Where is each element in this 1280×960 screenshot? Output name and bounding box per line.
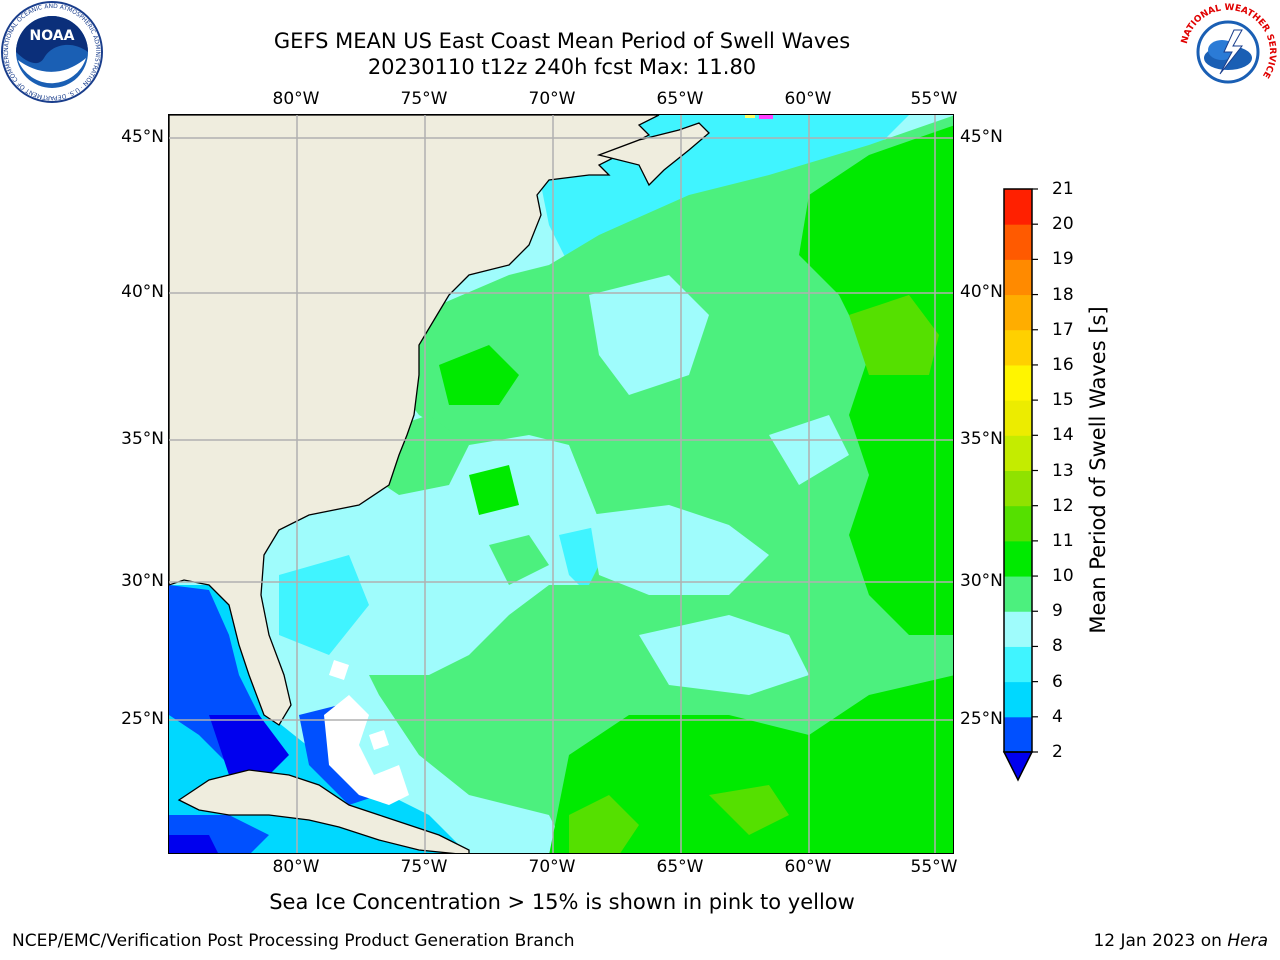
colorbar-tick-label: 6 <box>1052 671 1063 692</box>
nws-logo: NATIONAL WEATHER SERVICE <box>1178 2 1278 102</box>
footer-org: NCEP/EMC/Verification Post Processing Pr… <box>12 931 575 951</box>
us-landmass <box>169 115 660 726</box>
lon-label-top: 75°W <box>400 89 448 109</box>
colorbar-segment <box>1004 435 1032 471</box>
map-frame <box>168 114 954 854</box>
colorbar-tick-label: 14 <box>1052 425 1074 446</box>
sea-ice-patch <box>745 115 755 118</box>
colorbar-segment <box>1004 329 1032 366</box>
colorbar-segment <box>1004 470 1032 507</box>
lat-label-left: 30°N <box>121 571 164 591</box>
lon-label-top: 60°W <box>784 89 832 109</box>
colorbar-tick-label: 17 <box>1052 319 1074 340</box>
colorbar-segment <box>1004 224 1032 260</box>
colorbar-segment <box>1004 364 1032 401</box>
lat-label-right: 30°N <box>960 571 1003 591</box>
colorbar <box>1002 188 1038 782</box>
lat-label-right: 45°N <box>960 127 1003 147</box>
colorbar-label: Mean Period of Swell Waves [s] <box>1086 306 1110 634</box>
colorbar-segment <box>1004 576 1032 612</box>
lon-label-bottom: 80°W <box>272 857 320 877</box>
map-title: GEFS MEAN US East Coast Mean Period of S… <box>273 29 851 53</box>
colorbar-tick-label: 8 <box>1052 636 1063 657</box>
lon-label-top: 65°W <box>656 89 704 109</box>
colorbar-tick-label: 2 <box>1052 742 1063 762</box>
bahamas-banks <box>324 660 409 805</box>
lon-label-top: 55°W <box>910 89 958 109</box>
colorbar-tick-label: 13 <box>1052 460 1074 481</box>
lat-label-left: 35°N <box>121 429 164 449</box>
lat-label-left: 45°N <box>121 127 164 147</box>
lon-label-bottom: 65°W <box>656 857 704 877</box>
cuba-landmass <box>177 769 470 853</box>
colorbar-segment <box>1004 646 1032 683</box>
colorbar-tick-label: 21 <box>1052 179 1074 199</box>
colorbar-tick-label: 12 <box>1052 495 1074 516</box>
lon-label-bottom: 75°W <box>400 857 448 877</box>
colorbar-tick-label: 18 <box>1052 284 1074 305</box>
colorbar-segment <box>1004 259 1032 296</box>
colorbar-segment <box>1004 189 1032 225</box>
colorbar-tick-label: 9 <box>1052 601 1063 622</box>
lat-label-left: 40°N <box>121 282 164 302</box>
map-subtitle: 20230110 t12z 240h fcst Max: 11.80 <box>367 55 757 79</box>
noaa-logo: NATIONAL OCEANIC AND ATMOSPHERIC ADMINIS… <box>0 0 103 103</box>
colorbar-segment <box>1004 611 1032 647</box>
sea-ice-note: Sea Ice Concentration > 15% is shown in … <box>269 890 855 914</box>
colorbar-under-arrow <box>1002 751 1034 782</box>
footer-date: 12 Jan 2023 on Hera <box>1093 931 1268 951</box>
lon-label-bottom: 60°W <box>784 857 832 877</box>
lon-label-bottom: 55°W <box>910 857 958 877</box>
colorbar-tick-label: 11 <box>1052 530 1074 551</box>
colorbar-segment <box>1004 505 1032 542</box>
colorbar-segment <box>1004 400 1032 436</box>
swell-period-map <box>169 115 953 853</box>
lon-label-top: 80°W <box>272 89 320 109</box>
colorbar-tick-label: 4 <box>1052 706 1063 727</box>
lon-label-top: 70°W <box>528 89 576 109</box>
colorbar-tick-label: 19 <box>1052 249 1074 270</box>
lat-label-right: 25°N <box>960 709 1003 729</box>
lat-label-right: 40°N <box>960 282 1003 302</box>
colorbar-segment <box>1004 294 1032 331</box>
colorbar-tick-label: 10 <box>1052 566 1074 587</box>
period-11-12-region <box>569 295 939 853</box>
footer-machine: Hera <box>1227 931 1268 951</box>
svg-text:NOAA: NOAA <box>30 28 75 44</box>
colorbar-tick-label: 20 <box>1052 214 1074 235</box>
colorbar-tick-label: 16 <box>1052 354 1074 375</box>
colorbar-segment <box>1004 681 1032 718</box>
colorbar-segment <box>1004 540 1032 577</box>
footer-date-text: 12 Jan 2023 on <box>1093 931 1222 951</box>
colorbar-tick-label: 15 <box>1052 390 1074 411</box>
lon-label-bottom: 70°W <box>528 857 576 877</box>
colorbar-segment <box>1004 716 1032 753</box>
lat-label-left: 25°N <box>121 709 164 729</box>
sea-ice-patch <box>759 115 773 119</box>
graticule <box>169 115 953 853</box>
lat-label-right: 35°N <box>960 429 1003 449</box>
